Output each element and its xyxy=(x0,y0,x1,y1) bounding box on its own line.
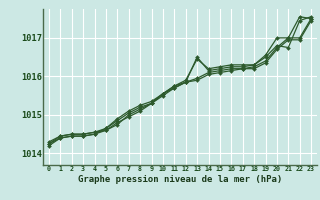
X-axis label: Graphe pression niveau de la mer (hPa): Graphe pression niveau de la mer (hPa) xyxy=(78,175,282,184)
